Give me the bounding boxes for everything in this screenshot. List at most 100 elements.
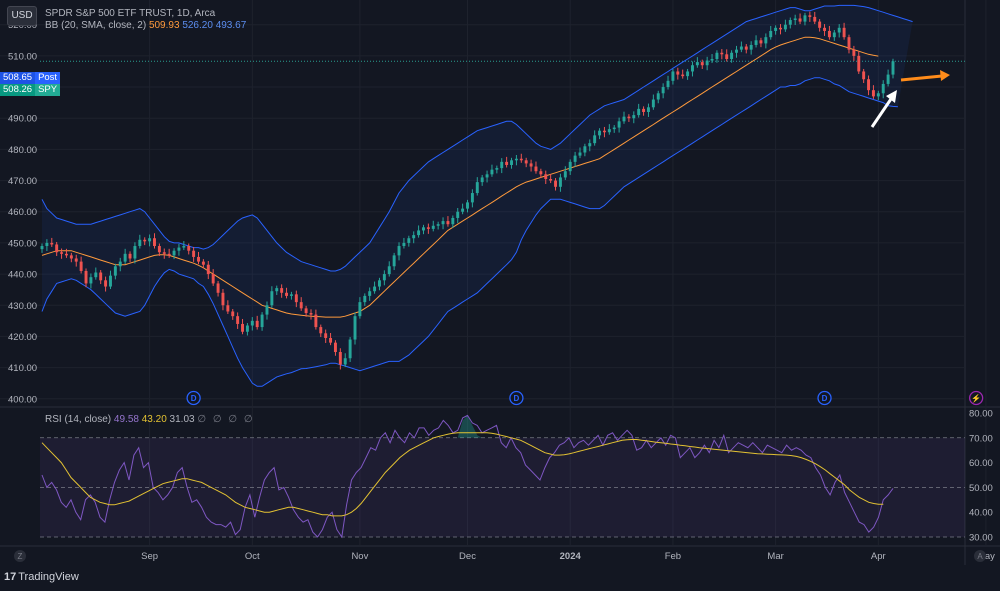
candle-body (206, 264, 210, 275)
candle (275, 285, 279, 295)
candle-body (832, 32, 836, 38)
candle-body (730, 52, 734, 59)
price-tick-label: 470.00 (8, 176, 37, 187)
candle-body (382, 274, 386, 281)
rsi-panel (40, 414, 965, 539)
bb-basis-value: 509.93 (148, 20, 180, 31)
candle-body (725, 54, 729, 59)
candle (852, 45, 856, 61)
event-marker-circle (817, 390, 832, 406)
event-marker-circle (968, 390, 984, 406)
candle (45, 239, 49, 252)
candle (602, 126, 606, 138)
candle-body (466, 202, 469, 209)
candle-body (157, 246, 161, 253)
candle (862, 68, 866, 83)
tradingview-logo[interactable]: 17 TradingView (4, 571, 79, 583)
candle (554, 178, 558, 191)
price-tick-label: 400.00 (8, 394, 37, 405)
candle (304, 305, 308, 317)
candle-body (847, 37, 851, 50)
auto-scale-button (974, 550, 986, 562)
candle-body (823, 27, 826, 31)
candle-body (666, 80, 670, 88)
rsi-value: 49.58 (113, 414, 139, 425)
candle-body (632, 115, 636, 119)
rsi-ma-value: 43.20 (141, 414, 167, 425)
candle (436, 221, 440, 230)
candle (666, 75, 670, 90)
candle-body (143, 239, 147, 242)
currency-button[interactable]: USD (7, 6, 37, 26)
dividend-marker: D (509, 390, 524, 406)
candle-body (813, 16, 817, 22)
candle (446, 216, 450, 227)
candle-body (593, 135, 597, 144)
candle (505, 156, 509, 168)
auto-scale-icon: A (977, 552, 983, 561)
candle (363, 293, 367, 306)
candle (588, 139, 592, 152)
candle (314, 309, 318, 330)
candle (177, 243, 181, 256)
candle-body (686, 71, 690, 77)
price-tick-label: 440.00 (8, 270, 37, 281)
candle-body (368, 291, 372, 296)
candle-body (197, 256, 200, 262)
candle-body (201, 261, 205, 265)
candle-body (118, 261, 122, 267)
bb-upper-line (41, 4, 913, 272)
candle (847, 34, 851, 54)
candle (324, 329, 328, 343)
candle-body (588, 143, 592, 147)
candle (583, 143, 587, 157)
candle-body (304, 308, 308, 314)
candle (64, 248, 68, 258)
candle (133, 242, 137, 264)
zoom-icon: Z (18, 552, 23, 561)
candle (534, 161, 538, 174)
candle (563, 166, 567, 180)
candle (490, 164, 494, 177)
candle-body (720, 52, 724, 55)
price-tick-label: 510.00 (8, 51, 37, 62)
candle (558, 173, 562, 192)
post-price-label: Post (35, 72, 61, 84)
candle (94, 267, 98, 280)
candle-body (162, 252, 166, 254)
candle-body (656, 93, 660, 100)
candle-body (891, 61, 895, 75)
candle (358, 297, 362, 319)
candle-body (764, 37, 768, 44)
rsi-line (41, 414, 894, 539)
candle (441, 217, 445, 230)
candle (74, 254, 78, 267)
candle (153, 233, 156, 249)
candle (617, 117, 621, 133)
rsi-settings-icons[interactable]: ∅ ∅ ∅ ∅ (197, 414, 255, 425)
candle-body (510, 160, 513, 165)
candle (260, 312, 264, 331)
candle-body (280, 288, 284, 293)
candle (128, 251, 132, 263)
candle-body (793, 18, 797, 21)
candle-body (211, 274, 215, 284)
candle-body (285, 292, 289, 296)
time-tick-label: Dec (459, 551, 476, 562)
candle (55, 241, 59, 256)
candle (876, 90, 880, 101)
bollinger-band-fill (42, 5, 913, 387)
candle-body (167, 253, 171, 256)
candle-body (377, 280, 381, 287)
candle-body (153, 238, 156, 247)
candle (818, 19, 822, 32)
price-tick-label: 490.00 (8, 114, 37, 125)
time-tick-label: Feb (665, 551, 681, 562)
event-marker-label: D (822, 394, 828, 403)
candle (529, 159, 533, 172)
candle-body (710, 58, 714, 61)
candle-body (485, 174, 489, 178)
candle-body (646, 107, 650, 112)
candle (255, 315, 259, 330)
candle (646, 103, 650, 117)
